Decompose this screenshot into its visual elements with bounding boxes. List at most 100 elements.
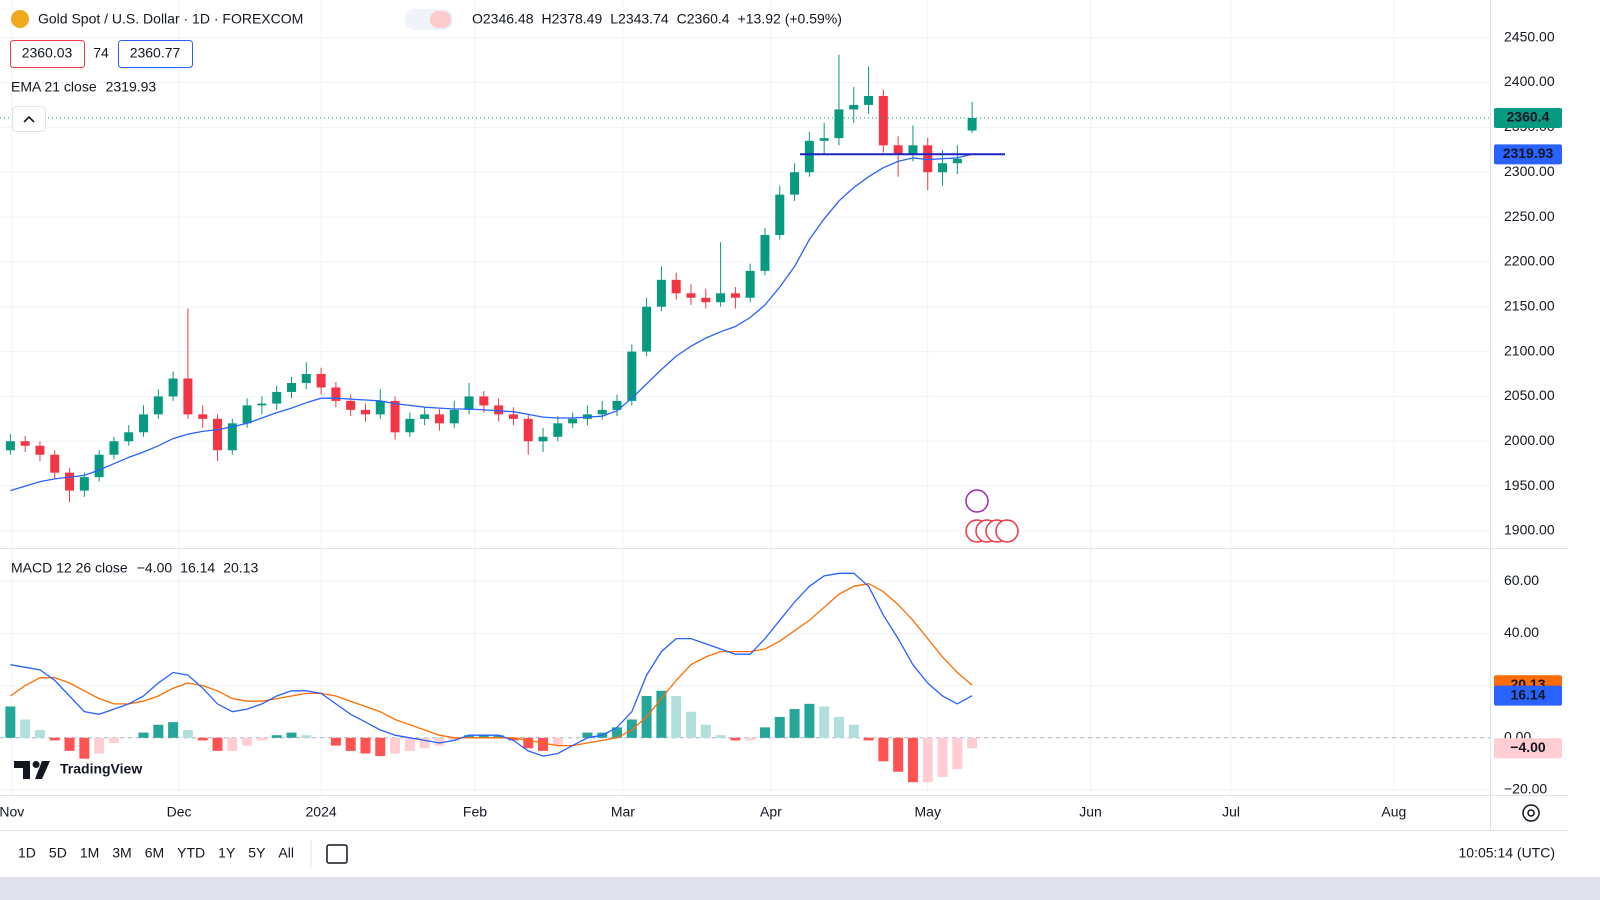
range-button[interactable]: 1M [80,845,99,861]
candle-body [716,293,726,303]
range-button[interactable]: 3M [112,845,131,861]
candle-body [938,163,948,173]
ohlc-letter: L [610,11,618,27]
candle-body [701,297,711,303]
candle-body [213,418,223,451]
watermark: TradingView [60,761,142,777]
candle-body [20,441,30,446]
settings-gear[interactable] [1522,804,1540,822]
macd-badge: 16.14 [1510,686,1545,702]
histogram-bar [789,709,800,738]
watermark-logo [14,761,50,779]
price-tick-label: 2200.00 [1504,253,1555,269]
histogram-bar [612,727,623,738]
ask-box[interactable] [118,40,193,68]
candle-body [804,140,814,173]
time-tick-label: Apr [760,804,782,820]
candle-body [568,418,578,424]
candle-body [168,378,178,397]
candle-body [671,279,681,294]
toggle-on[interactable] [430,11,451,28]
candle-body [834,109,844,139]
macd-legend-signal: 20.13 [223,560,258,576]
candle-body [183,378,193,415]
candle-body [686,293,696,298]
candle-body [612,400,622,410]
macd-line [10,572,973,757]
histogram-badge-bg [1494,738,1562,759]
candle-body [494,405,504,415]
range-button[interactable]: 6M [145,845,164,861]
histogram-bar [952,737,963,770]
histogram-bar [700,724,711,738]
ohlc-value: 2346.48 [483,11,534,27]
histogram-bar [848,724,859,738]
time-tick-label: May [915,804,941,820]
histogram-bar [286,732,297,738]
macd-tick-label: 60.00 [1504,572,1539,588]
histogram-bar [5,706,16,738]
candle-body [242,405,252,424]
histogram-bar [419,737,430,749]
histogram-bar [20,719,31,738]
range-button[interactable]: All [278,845,294,861]
histogram-bar [552,737,563,746]
ema-legend-name: EMA 21 close [11,79,97,95]
range-button[interactable]: 5D [49,845,67,861]
price-tick-label: 2150.00 [1504,297,1555,313]
range-button[interactable]: 1D [18,845,36,861]
histogram-bar [671,696,682,738]
histogram-bar [967,737,978,749]
economic-event-icon[interactable] [995,519,1019,543]
candle-body [420,414,430,419]
candle-body [878,95,888,146]
histogram-bar [582,732,593,738]
last-price-badge: 2360.4 [1507,109,1550,125]
histogram-bar [878,737,889,762]
histogram-bar [774,716,785,738]
histogram-bar [626,719,637,738]
price-tick-label: 2450.00 [1504,28,1555,44]
candle-body [790,172,800,195]
spread: 74 [93,45,109,61]
price-tick-label: 2250.00 [1504,208,1555,224]
candle-body [286,382,296,392]
bottom-strip [0,877,1600,900]
candle-body [730,293,740,298]
time-tick-label: Aug [1381,804,1406,820]
candle-body [553,423,563,437]
histogram-bar [863,737,874,741]
candle-body [375,400,385,415]
candle-body [5,441,15,451]
candle-body [257,403,267,406]
range-button[interactable]: 5Y [248,845,266,861]
histogram-bar [656,690,667,738]
calendar-icon[interactable] [326,844,348,864]
candle-body [50,454,60,473]
macd-legend-macd: 16.14 [180,560,215,576]
histogram-bar [538,737,549,751]
collapse-button[interactable] [12,106,46,132]
histogram-bar [730,737,741,741]
histogram-bar [937,737,948,777]
price-tick-label: 1950.00 [1504,477,1555,493]
price-tick-label: 2400.00 [1504,73,1555,89]
bid-box[interactable] [10,40,85,68]
macd-legend-name: MACD 12 26 close [11,560,128,576]
histogram-bar [138,732,149,738]
range-button[interactable]: YTD [177,845,205,861]
histogram-bar [49,737,60,741]
histogram-bar [242,737,253,746]
range-button[interactable]: 1Y [218,845,236,861]
histogram-bar [404,737,415,751]
ema-legend-value: 2319.93 [106,79,157,95]
histogram-bar [907,737,918,783]
ohlc-letter: O [472,11,483,27]
ema-badge: 2319.93 [1503,145,1554,161]
histogram-bar [64,737,75,751]
histogram-bar [464,735,475,738]
event-icon[interactable] [965,489,989,513]
histogram-bar [478,735,489,738]
ohlc-value: 2378.49 [552,11,603,27]
